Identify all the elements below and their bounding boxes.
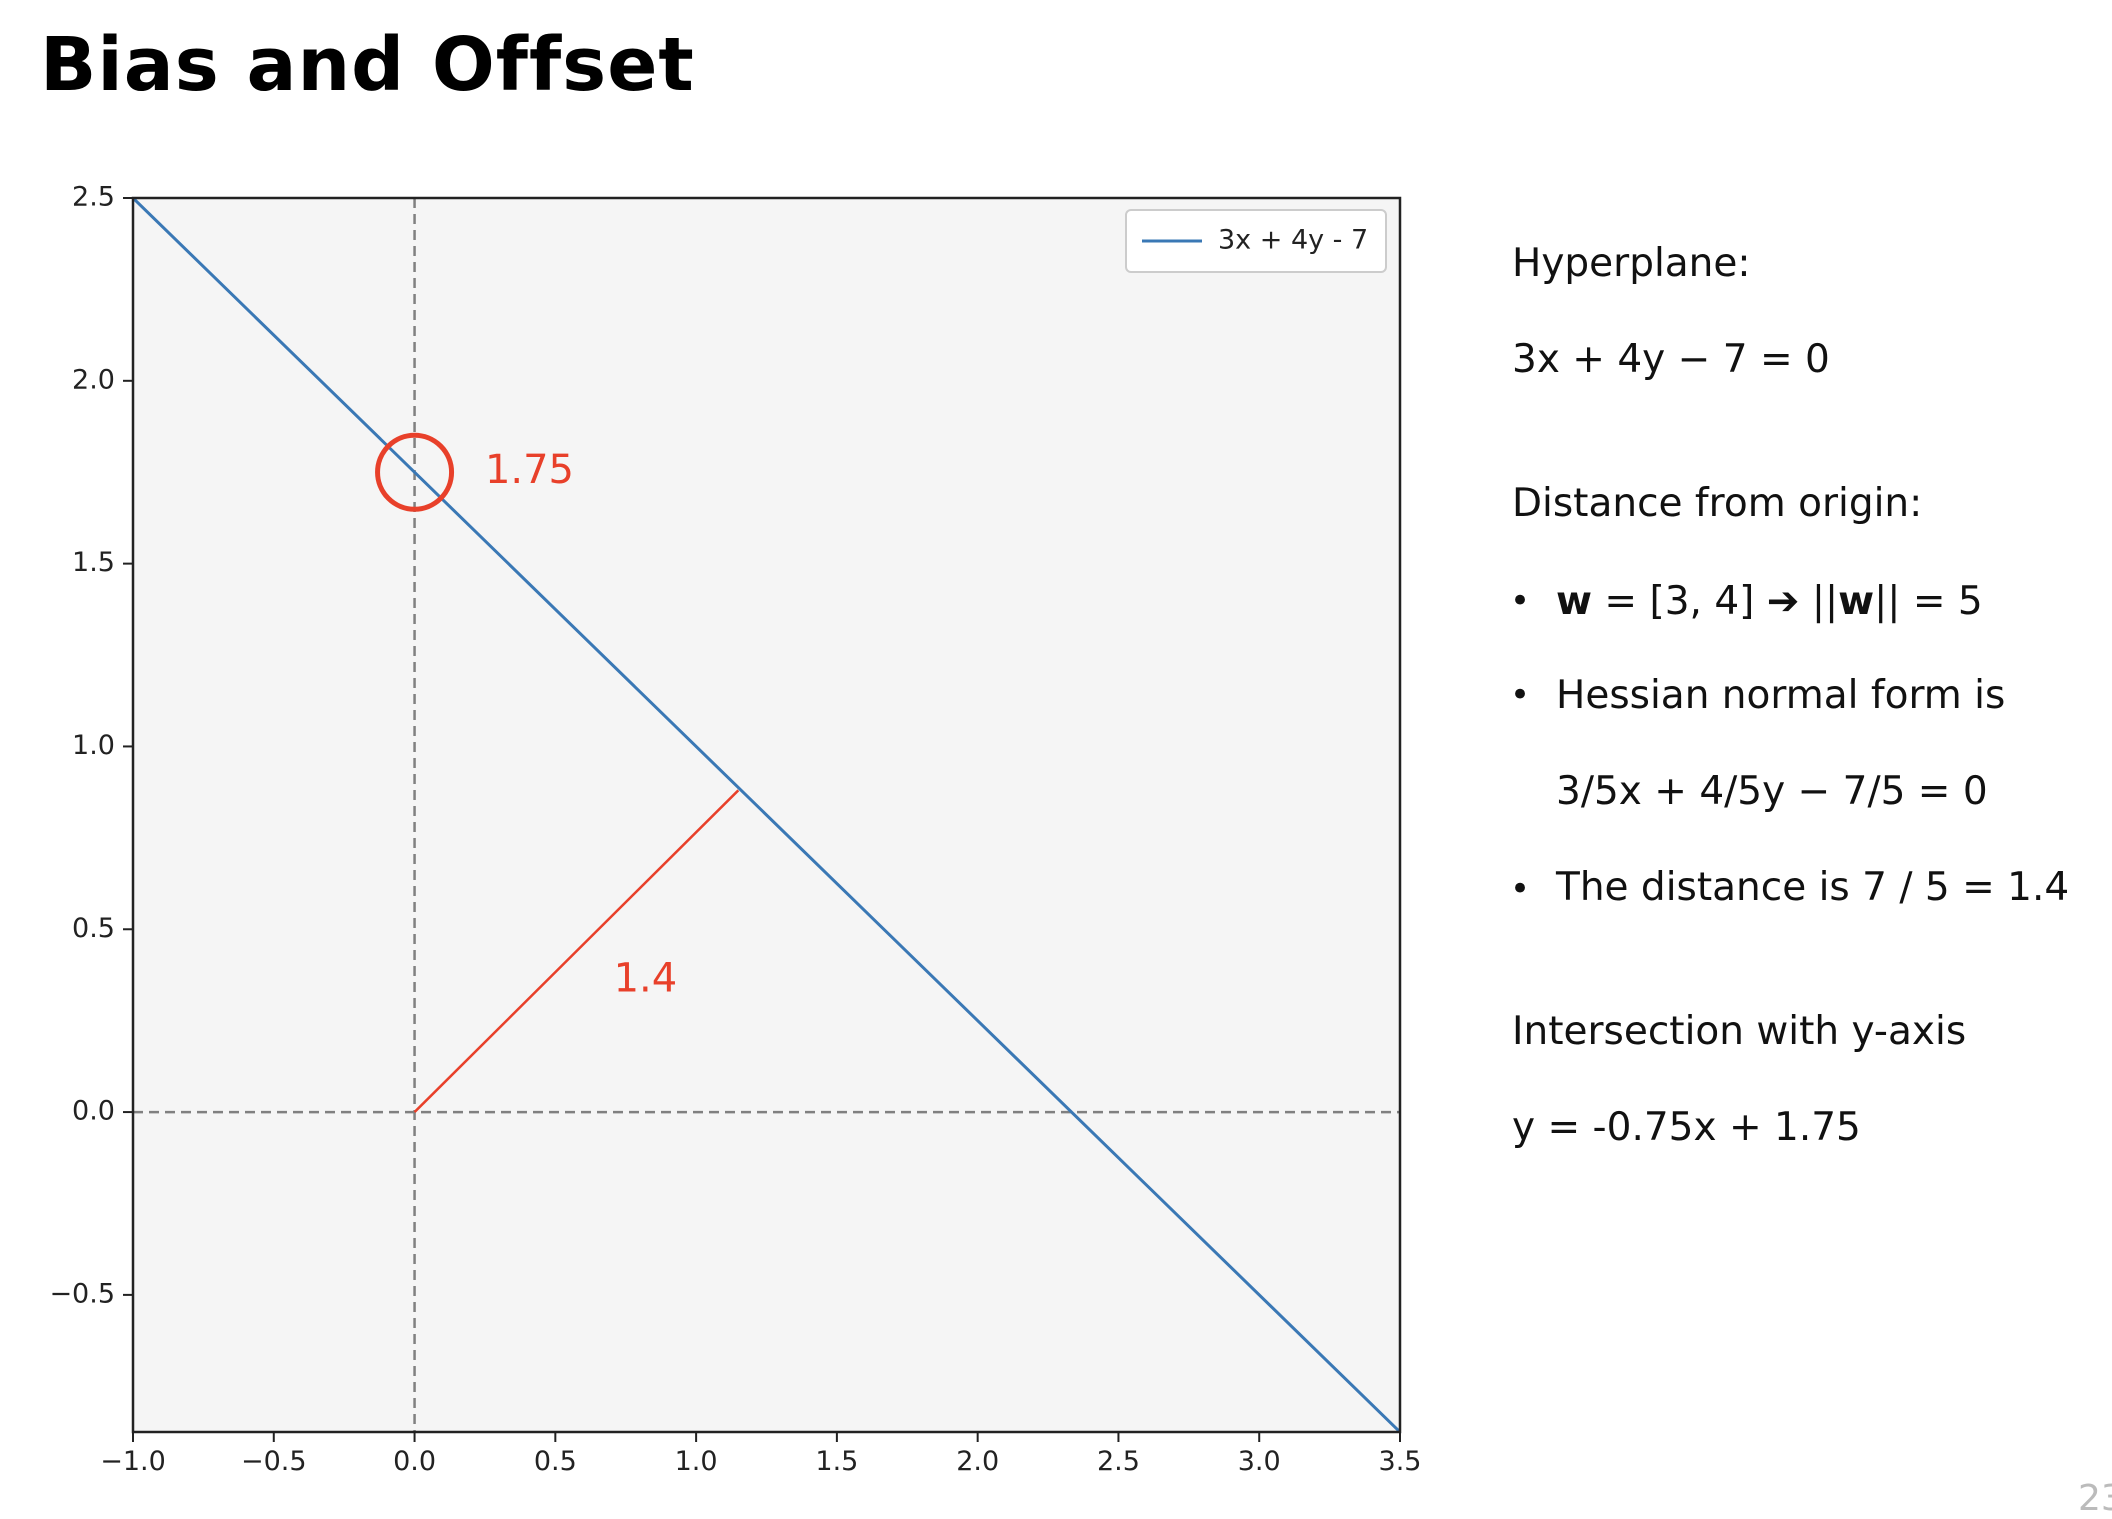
legend: 3x + 4y - 7: [1125, 209, 1387, 273]
y-tick-label: −0.5: [49, 1278, 115, 1309]
weight-vector-symbol-norm: w: [1838, 579, 1875, 624]
x-tick-label: 2.5: [1097, 1446, 1140, 1477]
intersection-equation: y = -0.75x + 1.75: [1512, 1105, 1861, 1150]
x-tick-label: 0.5: [534, 1446, 577, 1477]
y-tick-label: 2.0: [72, 364, 115, 395]
x-tick-label: 2.0: [956, 1446, 999, 1477]
plot-area: 1.4 1.75 −1.0 −0.5 0.0 0.5 1.0 1.5 2.0 2.5 3.0 3.5 −…: [49, 182, 1421, 1478]
bullet-distance: The distance is 7 / 5 = 1.4: [1556, 865, 2070, 910]
intersection-heading: Intersection with y-axis: [1512, 1009, 1967, 1054]
bullet-dot: •: [1510, 869, 1531, 909]
bullet-dot: •: [1510, 581, 1531, 621]
x-tick-label: −0.5: [241, 1446, 307, 1477]
axes-frame: [131, 196, 1402, 1434]
plot-inner: [133, 198, 1400, 1432]
slide-number: 23: [2078, 1478, 2112, 1519]
bullet-dot: •: [1510, 675, 1531, 715]
intercept-circle: [375, 432, 455, 512]
hyperplane-chart: 1.4 1.75 −1.0 −0.5 0.0 0.5 1.0 1.5 2.0 2.5 3.0 3.5 −…: [49, 182, 1421, 1478]
distance-heading: Distance from origin:: [1512, 481, 1923, 526]
x-tick-label: 1.0: [675, 1446, 718, 1477]
weight-vector-symbol: w: [1556, 579, 1593, 624]
y-tick-label: 1.0: [72, 730, 115, 761]
hyperplane-line: [133, 198, 1400, 1432]
hessian-formula: 3/5x + 4/5y − 7/5 = 0: [1556, 769, 1988, 814]
distance-label: 1.4: [614, 955, 678, 1001]
slide-title: Bias and Offset: [40, 22, 695, 108]
hyperplane-heading: Hyperplane:: [1512, 241, 1751, 286]
y-tick-label: 1.5: [72, 547, 115, 578]
hyperplane-equation: 3x + 4y − 7 = 0: [1512, 337, 1830, 382]
weight-vector-text: = [3, 4] ➔ ||: [1592, 579, 1839, 624]
legend-label: 3x + 4y - 7: [1218, 225, 1368, 256]
y-tick-label: 0.0: [72, 1096, 115, 1127]
weight-norm-value: || = 5: [1874, 579, 1983, 624]
bullet-hessian: Hessian normal form is: [1556, 673, 2006, 718]
x-tick-label: 0.0: [393, 1446, 436, 1477]
bullet-weight-norm: w = [3, 4] ➔ ||w|| = 5: [1556, 582, 1983, 621]
x-tick-label: −1.0: [100, 1446, 166, 1477]
x-tick-label: 3.5: [1379, 1446, 1422, 1477]
x-tick-label: 1.5: [815, 1446, 858, 1477]
legend-box: [1125, 209, 1387, 273]
y-tick-label: 0.5: [72, 913, 115, 944]
y-tick-label: 2.5: [72, 182, 115, 213]
intercept-label: 1.75: [485, 447, 574, 493]
x-tick-label: 3.0: [1238, 1446, 1281, 1477]
distance-segment: [413, 789, 740, 1113]
